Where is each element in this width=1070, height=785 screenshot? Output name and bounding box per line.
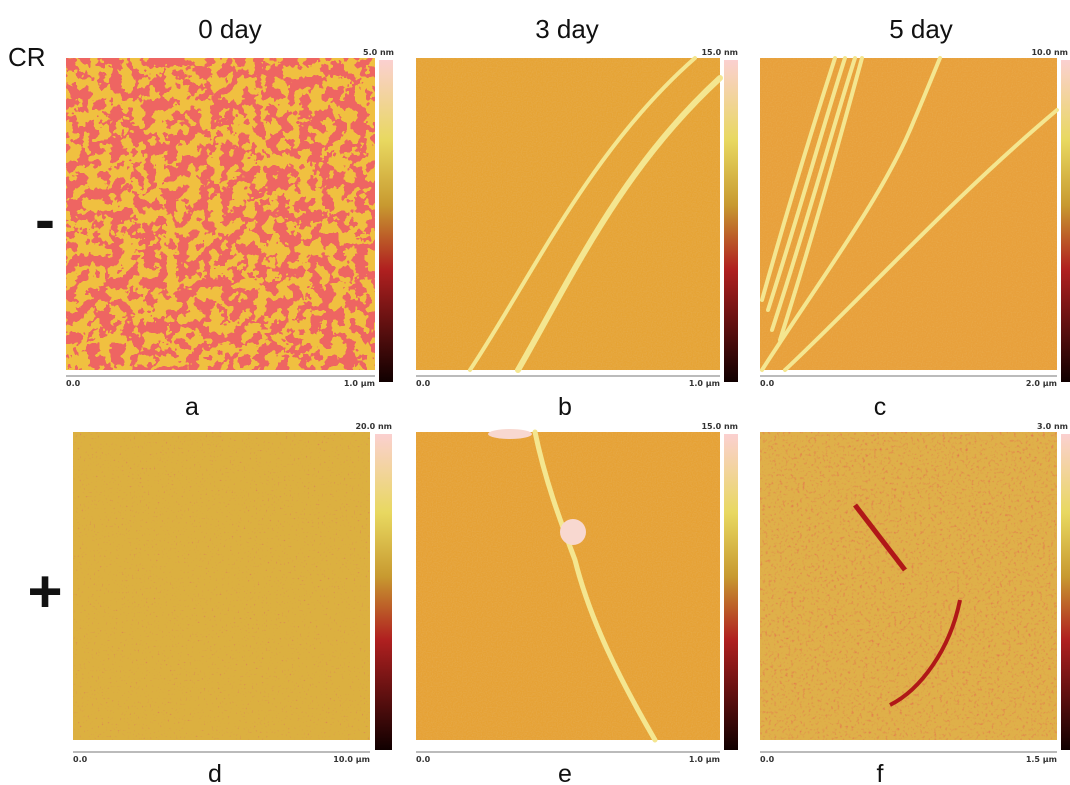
afm-image (416, 432, 720, 740)
panel: 10.0 nm 0.0 2.0 µm c (760, 48, 1070, 421)
axis-label: 0.0 (416, 379, 431, 388)
column-header: 0 day (198, 14, 262, 44)
fiber (532, 429, 658, 743)
fiber (853, 503, 907, 572)
color-bar (724, 60, 738, 382)
scale-label: 20.0 nm (355, 422, 392, 431)
fiber (515, 75, 723, 373)
column-header: 5 day (889, 14, 953, 44)
axis-label: 2.0 µm (1026, 379, 1057, 388)
color-bar (375, 434, 392, 750)
panel-letter: d (208, 760, 222, 785)
fiber (760, 56, 864, 342)
scale-label: 10.0 nm (1031, 48, 1068, 57)
fiber (783, 108, 1059, 372)
color-bar (1061, 434, 1070, 750)
panel: 3.0 nm 0.0 1.5 µm f (760, 422, 1070, 785)
afm-image (66, 58, 375, 370)
axis-label: 1.0 µm (689, 379, 720, 388)
fiber (760, 56, 942, 372)
afm-image (73, 432, 370, 740)
color-bar (379, 60, 393, 382)
panel: 5.0 nm 0.0 1.0 µm a (66, 48, 394, 421)
scale-label: 15.0 nm (701, 48, 738, 57)
panel: 20.0 nm 0.0 10.0 µm d (73, 422, 392, 785)
fiber (468, 56, 697, 372)
axis-label: 1.0 µm (344, 379, 375, 388)
axis-label: 0.0 (416, 755, 431, 764)
axis-label: 0.0 (760, 379, 775, 388)
row-label: - (35, 186, 55, 253)
panel-letter: a (185, 393, 199, 421)
color-bar (1061, 60, 1070, 382)
scale-label: 3.0 nm (1037, 422, 1068, 431)
panel-letter: b (558, 393, 572, 421)
panel: 15.0 nm 0.0 1.0 µm e (416, 422, 738, 785)
aggregate (488, 429, 532, 439)
afm-image (760, 432, 1057, 740)
panel-letter: f (877, 760, 884, 785)
color-bar (724, 434, 738, 750)
fiber (889, 599, 962, 707)
aggregate (560, 519, 586, 545)
axis-label: 0.0 (73, 755, 88, 764)
row-title: CR (8, 42, 46, 72)
panel-letter: e (558, 760, 572, 785)
row-label: + (27, 558, 62, 625)
panel-letter: c (874, 393, 887, 421)
scale-label: 5.0 nm (363, 48, 394, 57)
scale-label: 15.0 nm (701, 422, 738, 431)
panel: 15.0 nm 0.0 1.0 µm b (416, 48, 738, 421)
axis-label: 10.0 µm (333, 755, 370, 764)
axis-label: 0.0 (66, 379, 81, 388)
axis-label: 1.0 µm (689, 755, 720, 764)
axis-label: 0.0 (760, 755, 775, 764)
afm-image (760, 58, 1057, 370)
column-header: 3 day (535, 14, 599, 44)
axis-label: 1.5 µm (1026, 755, 1057, 764)
